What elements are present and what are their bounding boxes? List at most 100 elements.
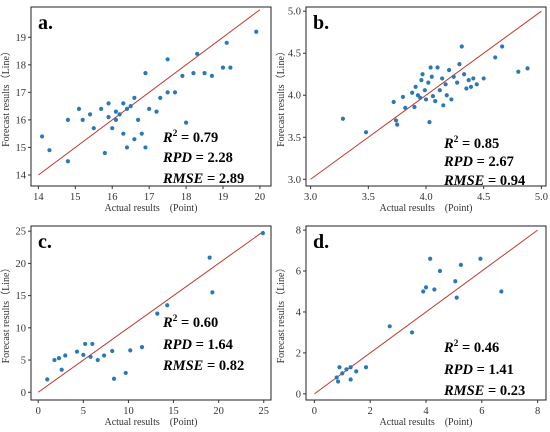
data-point: [110, 348, 115, 354]
data-point: [461, 72, 467, 77]
x-tick-label: 15: [70, 192, 81, 203]
data-point: [165, 90, 170, 95]
data-point: [165, 57, 170, 62]
x-tick-label: 20: [213, 406, 224, 417]
data-point: [335, 379, 341, 384]
data-point: [337, 365, 342, 370]
data-point: [437, 268, 443, 274]
data-point: [449, 97, 454, 102]
data-point: [455, 80, 460, 85]
data-point: [228, 65, 233, 70]
data-point: [395, 122, 400, 127]
y-tick-label: 0: [296, 389, 301, 400]
data-point: [466, 78, 471, 83]
y-tick-label: 25: [16, 227, 27, 238]
y-axis-label: Forecast results（Line）: [275, 46, 287, 147]
y-tick-label: 4.0: [288, 91, 301, 102]
data-point: [111, 376, 117, 381]
data-point: [45, 377, 50, 382]
rpd-stat: RPD = 2.28: [162, 150, 233, 166]
data-point: [419, 78, 424, 83]
x-tick-label: 6: [479, 406, 484, 417]
data-point: [158, 95, 163, 100]
rmse-stat: RMSE = 0.82: [162, 358, 244, 374]
data-point: [403, 105, 408, 110]
data-point: [74, 349, 80, 354]
rpd-stat: RPD = 1.41: [443, 362, 514, 378]
x-tick-label: 19: [218, 192, 229, 203]
rmse-stat: RMSE = 0.94: [443, 173, 525, 189]
y-tick-label: 4.5: [288, 49, 301, 60]
y-tick-label: 5: [21, 356, 26, 367]
y-tick-label: 15: [16, 291, 27, 302]
data-point: [65, 159, 71, 164]
x-tick-label: 0: [36, 406, 41, 417]
data-point: [440, 76, 445, 81]
data-point: [132, 95, 137, 100]
data-point: [113, 117, 119, 123]
data-point: [441, 103, 446, 108]
rmse-stat: RMSE = 0.23: [443, 383, 525, 399]
y-tick-label: 20: [16, 259, 27, 270]
scatter-panel: 3.0 3.5 4.0 4.5 5.0 3.0 3.5 4.0 4.5 5.0 Actual res…: [275, 6, 548, 214]
data-point: [180, 73, 185, 78]
y-tick-label: 14: [16, 170, 27, 181]
y-tick-label: 2: [296, 348, 301, 359]
data-point: [423, 285, 429, 290]
reference-line: [37, 230, 265, 393]
data-point: [459, 44, 464, 49]
x-tick-label: 5: [81, 406, 86, 417]
data-point: [453, 279, 458, 284]
data-point: [139, 131, 144, 136]
data-point: [101, 353, 107, 358]
data-point: [121, 131, 126, 136]
x-tick-label: 3.0: [304, 192, 317, 203]
data-point: [220, 65, 226, 70]
data-point: [340, 371, 345, 376]
y-tick-label: 19: [16, 33, 27, 44]
data-point: [88, 354, 93, 359]
data-point: [478, 256, 483, 261]
data-point: [128, 104, 133, 109]
data-point: [435, 65, 440, 70]
data-point: [464, 86, 469, 91]
data-point: [90, 341, 95, 347]
data-point: [393, 118, 399, 123]
data-point: [427, 120, 432, 125]
data-point: [106, 115, 111, 120]
panel-label: c.: [38, 231, 52, 253]
scatter-panel: 0 2 4 6 8 0 2 4 6 8 Actual results (Point) Forecast…: [275, 225, 547, 428]
data-point: [155, 311, 160, 316]
y-tick-label: 6: [296, 267, 301, 278]
data-point: [76, 106, 82, 111]
data-point: [56, 356, 62, 361]
y-axis-label: Forecast results（Line）: [275, 263, 287, 364]
y-tick-label: 0: [21, 388, 26, 399]
data-point: [154, 109, 159, 114]
data-point: [499, 289, 504, 294]
panel-label: d.: [313, 231, 329, 253]
data-point: [191, 70, 196, 76]
y-tick-label: 3.5: [288, 133, 301, 144]
data-point: [63, 353, 68, 358]
x-tick-label: 17: [144, 192, 155, 203]
data-point: [422, 88, 427, 93]
data-point: [413, 84, 418, 89]
data-point: [207, 255, 212, 260]
data-point: [47, 148, 52, 153]
x-tick-label: 4.5: [477, 192, 490, 203]
data-point: [444, 93, 449, 98]
data-point: [123, 370, 128, 376]
r2-stat: R2 = 0.85: [443, 135, 499, 152]
data-point: [429, 74, 434, 79]
data-point: [344, 367, 349, 372]
x-tick-label: 3.5: [362, 192, 375, 203]
data-point: [52, 357, 57, 363]
y-tick-label: 16: [16, 115, 27, 126]
y-tick-label: 5.0: [288, 7, 301, 18]
data-point: [139, 345, 145, 350]
data-point: [410, 90, 415, 95]
data-point: [437, 88, 442, 93]
data-point: [132, 137, 137, 142]
